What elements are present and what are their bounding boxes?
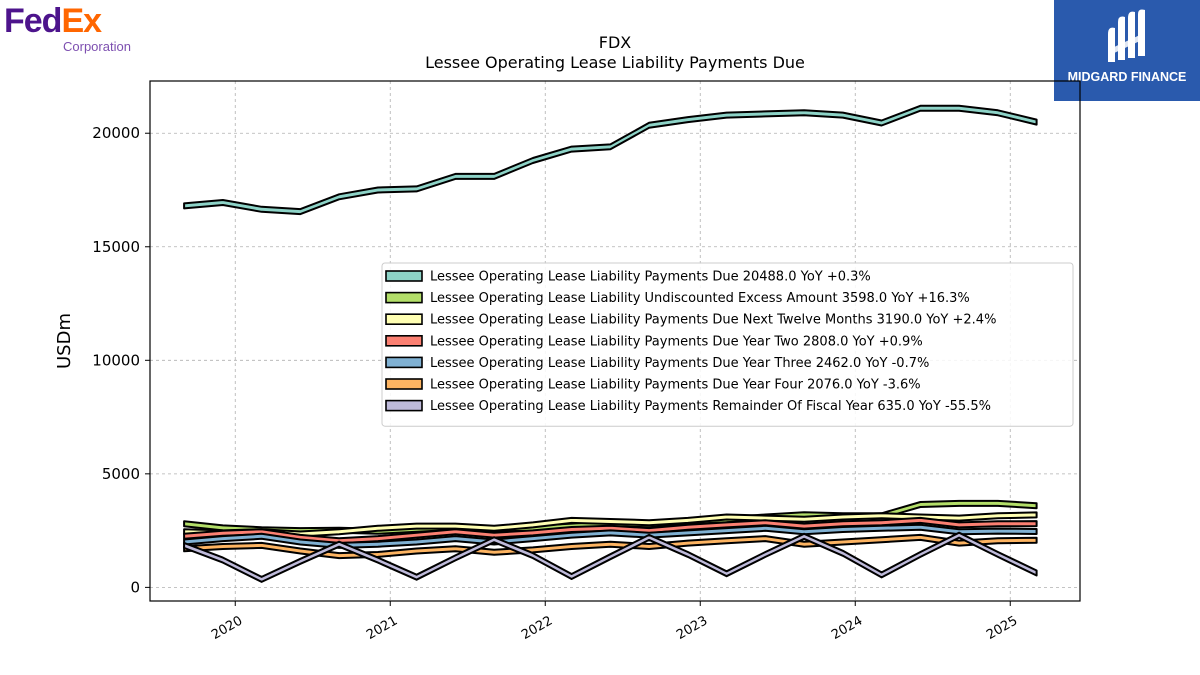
legend-swatch [385,399,423,412]
legend-swatch [385,378,423,390]
y-tick-label: 5000 [102,465,140,483]
series-areas [183,104,1038,583]
series-area [183,511,1038,538]
legend-swatch [385,313,423,326]
svg-text:FedEx: FedEx [4,2,102,40]
legend-entry: Lessee Operating Lease Liability Payment… [430,399,991,414]
x-tick-label: 2023 [674,613,710,643]
chart-subtitle: Lessee Operating Lease Liability Payment… [425,53,805,72]
midgard-mark-icon [1108,9,1145,63]
legend: Lessee Operating Lease Liability Payment… [381,262,1074,427]
series-area [183,523,1038,549]
x-tick-label: 2022 [519,613,555,643]
y-tick-label: 10000 [92,351,140,369]
legend-swatch [385,270,423,282]
series-area [183,531,1038,583]
legend-entry: Lessee Operating Lease Liability Payment… [430,356,929,371]
midgard-finance-logo: MIDGARD FINANCE [1054,0,1200,101]
legend-entry: Lessee Operating Lease Liability Undisco… [430,291,970,306]
series-area [183,104,1038,216]
legend-swatch [385,291,423,304]
y-tick-label: 20000 [92,124,140,142]
legend-entry: Lessee Operating Lease Liability Payment… [430,313,996,328]
y-tick-label: 0 [130,578,140,596]
x-tick-label: 2020 [209,613,245,643]
legend-entry: Lessee Operating Lease Liability Payment… [430,270,871,285]
y-axis-label: USDm [54,313,75,369]
legend-swatch [385,334,423,347]
legend-entry: Lessee Operating Lease Liability Payment… [430,378,921,393]
legend-swatch [385,356,423,369]
logo-corporation-text: Corporation [63,39,131,54]
chart-title: FDX [599,33,632,52]
plot-frame [149,80,1081,602]
fedex-corporation-logo: FedEx Corporation [4,2,131,54]
legend-box [381,262,1074,427]
x-tick-label: 2025 [984,613,1020,643]
y-tick-label: 15000 [92,238,140,256]
x-tick-label: 2021 [364,613,400,643]
x-tick-label: 2024 [829,613,865,643]
legend-entry: Lessee Operating Lease Liability Payment… [430,334,923,349]
midgard-wordmark: MIDGARD FINANCE [1068,70,1187,84]
